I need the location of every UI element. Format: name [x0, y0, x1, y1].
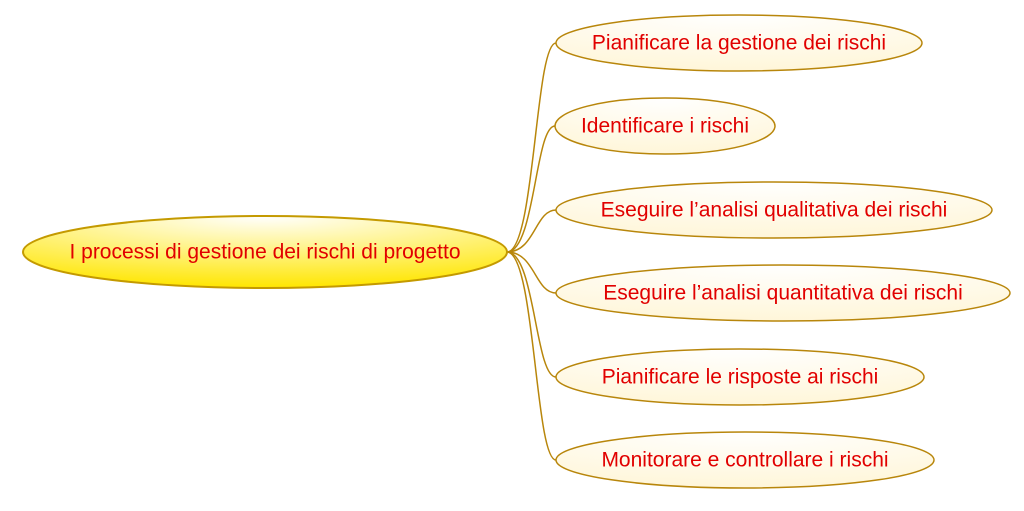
- connectors-group: [507, 43, 556, 460]
- child-node: Eseguire l’analisi quantitativa dei risc…: [556, 265, 1010, 321]
- child-label: Eseguire l’analisi quantitativa dei risc…: [603, 282, 963, 305]
- child-node: Eseguire l’analisi qualitativa dei risch…: [556, 182, 992, 238]
- child-label: Eseguire l’analisi qualitativa dei risch…: [601, 199, 948, 222]
- mindmap-canvas: I processi di gestione dei rischi di pro…: [0, 0, 1024, 511]
- child-node: Pianificare le risposte ai rischi: [556, 349, 924, 405]
- child-label: Pianificare la gestione dei rischi: [592, 32, 886, 55]
- root-node: I processi di gestione dei rischi di pro…: [23, 216, 507, 288]
- connector: [507, 43, 556, 252]
- child-node: Pianificare la gestione dei rischi: [556, 15, 922, 71]
- root-label: I processi di gestione dei rischi di pro…: [69, 241, 460, 264]
- nodes-group: I processi di gestione dei rischi di pro…: [23, 15, 1010, 488]
- child-node: Identificare i rischi: [555, 98, 775, 154]
- child-node: Monitorare e controllare i rischi: [556, 432, 934, 488]
- connector: [507, 252, 556, 377]
- connector: [507, 126, 555, 252]
- child-label: Monitorare e controllare i rischi: [601, 449, 888, 472]
- connector: [507, 252, 556, 460]
- child-label: Pianificare le risposte ai rischi: [602, 366, 879, 389]
- child-label: Identificare i rischi: [581, 115, 749, 138]
